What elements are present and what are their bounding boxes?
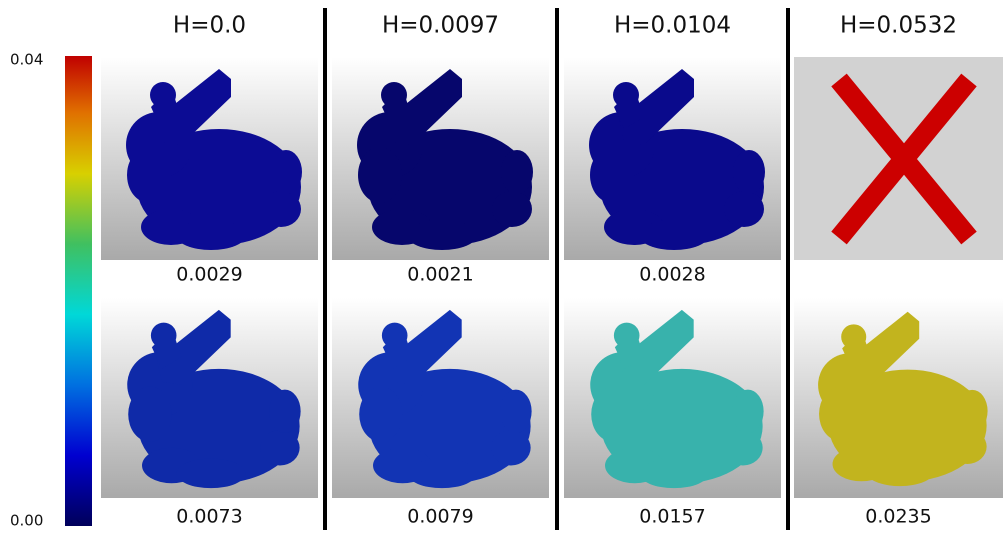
- separator: [555, 8, 559, 530]
- error-label: 0.0079: [407, 506, 473, 528]
- separator: [323, 8, 327, 530]
- error-label: 0.0073: [176, 506, 242, 528]
- colorbar: [65, 56, 92, 526]
- column-header: H=0.0532: [840, 13, 957, 39]
- error-label: 0.0235: [865, 506, 931, 528]
- error-label: 0.0021: [407, 264, 473, 286]
- colorbar-min: 0.00: [10, 512, 43, 530]
- error-label: 0.0028: [639, 264, 705, 286]
- failure-mark: [831, 73, 977, 245]
- column-header: H=0.0: [173, 13, 246, 39]
- column-header: H=0.0097: [382, 13, 499, 39]
- separator: [786, 8, 790, 530]
- error-label: 0.0029: [176, 264, 242, 286]
- colorbar-max: 0.04: [10, 51, 43, 69]
- error-label: 0.0157: [639, 506, 705, 528]
- column-header: H=0.0104: [614, 13, 731, 39]
